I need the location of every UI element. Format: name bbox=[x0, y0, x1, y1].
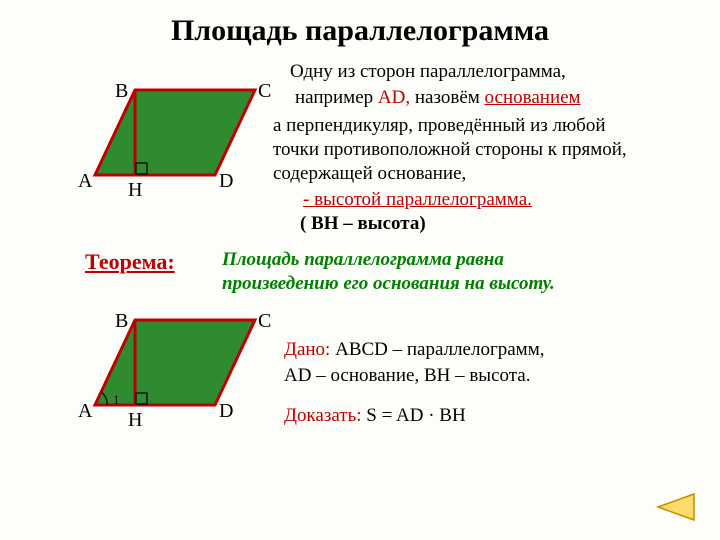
intro-line-5: содержащей основание, bbox=[273, 162, 466, 187]
dano-label: Дано: bbox=[284, 339, 330, 360]
t2c: назовём bbox=[410, 87, 484, 108]
angle-1-label: 1 bbox=[113, 392, 120, 408]
given-line-1: Дано: ABCD – параллелограмм, bbox=[284, 338, 544, 363]
vertex-A-1: A bbox=[78, 170, 92, 193]
formula: S = AD · BH bbox=[362, 405, 466, 426]
intro-line-3: а перпендикуляр, проведённый из любой bbox=[273, 114, 606, 139]
vertex-D-2: D bbox=[219, 400, 233, 423]
vertex-B-1: B bbox=[115, 80, 128, 103]
intro-line-4: точки противоположной стороны к прямой, bbox=[273, 138, 627, 163]
height-def: - высотой параллелограмма. bbox=[303, 188, 532, 213]
theorem-text-1: Площадь параллелограмма равна bbox=[222, 248, 504, 273]
vertex-B-2: B bbox=[115, 310, 128, 333]
t2d-base: основанием bbox=[485, 87, 581, 108]
vertex-C-1: C bbox=[258, 80, 271, 103]
vertex-A-2: A bbox=[78, 400, 92, 423]
height-note: ( ВН – высота) bbox=[300, 212, 426, 237]
vertex-C-2: C bbox=[258, 310, 271, 333]
nav-back-button[interactable] bbox=[654, 492, 696, 522]
t2b-AD: AD, bbox=[378, 87, 410, 108]
vertex-D-1: D bbox=[219, 170, 233, 193]
prove-label: Доказать: bbox=[284, 405, 362, 426]
prove-line: Доказать: S = AD · BH bbox=[284, 404, 466, 429]
vertex-H-1: H bbox=[128, 179, 142, 202]
theorem-text-2: произведению его основания на высоту. bbox=[222, 272, 555, 297]
vertex-H-2: H bbox=[128, 409, 142, 432]
t2a: например bbox=[295, 87, 378, 108]
given-line-2: AD – основание, ВН – высота. bbox=[284, 364, 530, 389]
intro-line-1: Одну из сторон параллелограмма, bbox=[290, 60, 566, 85]
theorem-label: Теорема: bbox=[85, 248, 175, 277]
intro-line-2: например AD, назовём основанием bbox=[295, 86, 581, 111]
dano-text: ABCD – параллелограмм, bbox=[330, 339, 544, 360]
